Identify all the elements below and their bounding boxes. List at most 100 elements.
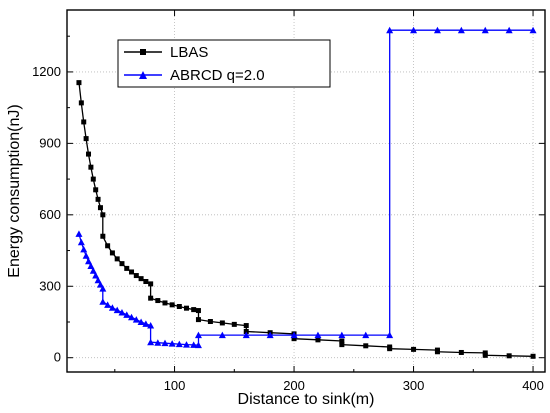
data-point-abrcd <box>96 281 104 288</box>
x-tick-label: 400 <box>522 378 544 393</box>
data-point-abrcd <box>104 301 112 308</box>
data-point-abrcd <box>99 298 107 305</box>
x-axis-title: Distance to sink(m) <box>238 391 375 408</box>
data-point-lbas <box>129 269 135 275</box>
data-point-lbas <box>88 164 94 170</box>
data-point-lbas <box>78 100 84 106</box>
legend: LBAS ABRCD q=2.0 <box>117 39 331 88</box>
data-point-lbas <box>387 346 393 352</box>
data-point-lbas <box>148 281 154 287</box>
data-point-abrcd <box>113 306 121 314</box>
legend-label-abrcd: ABRCD q=2.0 <box>170 67 265 84</box>
data-point-abrcd <box>168 340 176 347</box>
data-point-abrcd <box>266 331 274 339</box>
data-point-lbas <box>86 151 92 157</box>
x-tick-label: 100 <box>164 378 186 393</box>
data-point-abrcd <box>87 262 95 270</box>
legend-marker-abrcd <box>139 71 147 79</box>
legend-label-lbas: LBAS <box>170 44 208 61</box>
data-point-lbas <box>93 187 99 193</box>
data-point-lbas <box>81 119 87 125</box>
data-point-abrcd <box>190 341 198 348</box>
y-tick-label: 300 <box>39 278 61 293</box>
data-point-lbas <box>207 319 213 325</box>
data-point-lbas <box>291 336 297 342</box>
data-point-abrcd <box>314 331 322 339</box>
data-point-lbas <box>76 80 82 86</box>
data-point-abrcd <box>161 339 169 347</box>
data-point-lbas <box>97 205 103 211</box>
data-point-lbas <box>148 295 154 301</box>
data-point-abrcd <box>505 26 513 34</box>
data-point-lbas <box>243 323 249 329</box>
data-point-lbas <box>339 342 345 348</box>
data-point-lbas <box>191 307 197 313</box>
data-point-abrcd <box>433 26 441 34</box>
data-point-lbas <box>169 302 175 308</box>
data-point-lbas <box>133 273 139 279</box>
data-point-abrcd <box>75 230 83 237</box>
data-point-lbas <box>100 233 106 239</box>
series-line-lbas <box>78 82 534 357</box>
legend-box <box>117 39 331 88</box>
data-point-lbas <box>231 321 237 327</box>
y-tick-label: 1200 <box>32 64 61 79</box>
data-point-abrcd <box>242 331 250 339</box>
data-point-lbas <box>119 261 125 267</box>
data-point-abrcd <box>77 238 85 246</box>
data-point-abrcd <box>94 276 102 284</box>
data-point-abrcd <box>92 272 100 279</box>
data-point-lbas <box>114 256 120 262</box>
x-tick-label: 300 <box>403 378 425 393</box>
data-point-abrcd <box>154 339 162 346</box>
data-point-lbas <box>138 276 144 282</box>
data-point-abrcd <box>89 267 97 274</box>
data-point-lbas <box>506 353 512 359</box>
data-point-abrcd <box>183 341 190 348</box>
data-point-abrcd <box>128 313 136 321</box>
data-point-abrcd <box>99 285 107 292</box>
series-lbas <box>76 80 536 359</box>
data-point-abrcd <box>123 311 131 318</box>
data-point-lbas <box>195 317 201 323</box>
y-tick-label: 900 <box>39 135 61 150</box>
legend-marker-lbas <box>140 49 146 55</box>
data-point-abrcd <box>85 257 93 265</box>
data-point-abrcd <box>386 26 394 34</box>
data-point-lbas <box>95 196 101 202</box>
data-point-lbas <box>411 346 417 352</box>
data-point-lbas <box>100 212 106 218</box>
data-point-lbas <box>176 304 182 310</box>
data-point-abrcd <box>175 340 183 348</box>
data-point-abrcd <box>82 252 90 259</box>
data-point-abrcd <box>80 245 88 253</box>
data-point-abrcd <box>362 331 370 339</box>
data-point-lbas <box>530 353 536 359</box>
data-point-abrcd <box>338 331 346 339</box>
data-point-abrcd <box>457 26 465 34</box>
x-tick-label: 200 <box>283 378 305 393</box>
data-point-abrcd <box>147 338 155 346</box>
data-point-abrcd <box>132 316 140 323</box>
series-abrcd <box>75 26 537 349</box>
data-point-lbas <box>315 337 321 343</box>
data-point-lbas <box>434 349 440 355</box>
data-point-abrcd <box>194 331 202 339</box>
data-point-abrcd <box>386 331 394 339</box>
data-point-lbas <box>109 250 115 256</box>
data-point-abrcd <box>147 322 155 329</box>
y-axis-title: Energy consumption(nJ) <box>6 104 23 277</box>
data-point-lbas <box>124 265 130 271</box>
data-point-lbas <box>184 305 189 311</box>
series-layer <box>75 26 537 359</box>
data-point-abrcd <box>290 331 298 339</box>
data-point-lbas <box>339 338 345 344</box>
data-point-lbas <box>195 308 201 314</box>
data-point-lbas <box>219 320 225 326</box>
data-point-abrcd <box>108 304 116 311</box>
data-point-abrcd <box>118 308 126 316</box>
plot-frame <box>66 9 546 373</box>
data-point-lbas <box>105 243 111 249</box>
data-point-abrcd <box>218 331 226 339</box>
